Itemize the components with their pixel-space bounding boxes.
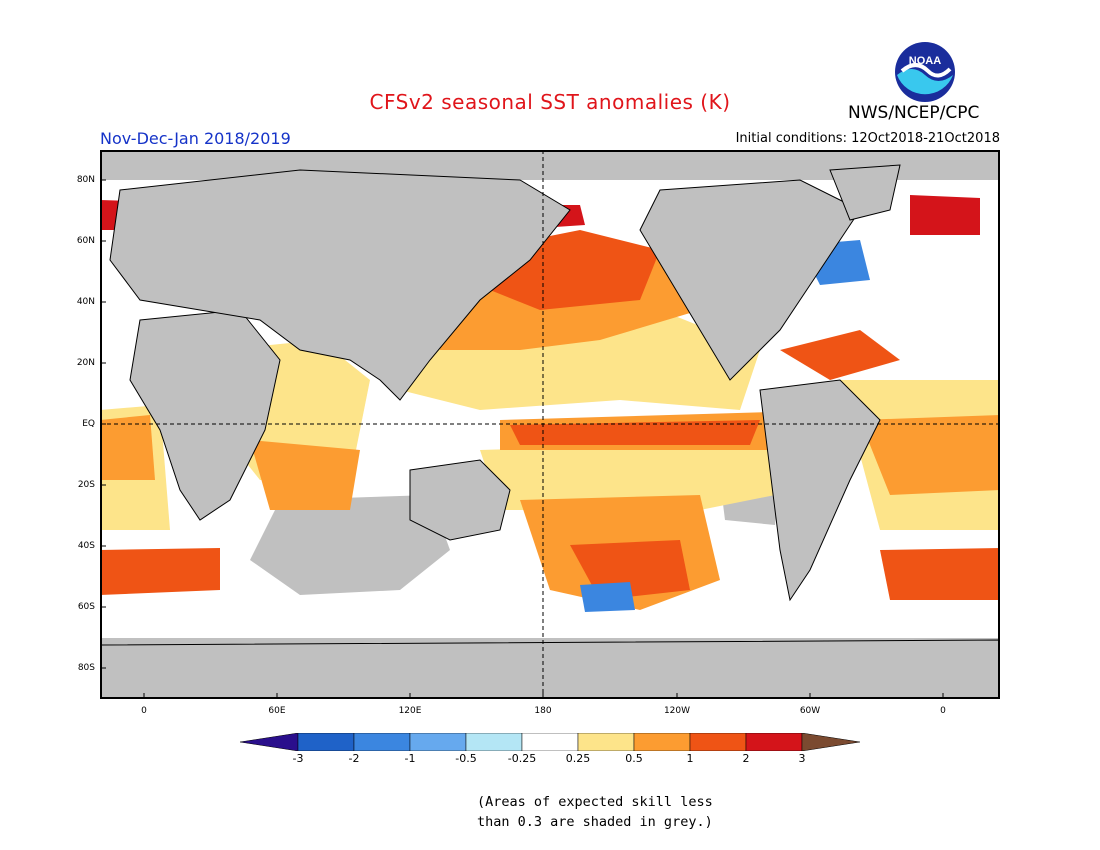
colorbar-label: 1 — [686, 752, 694, 765]
colorbar-label: -2 — [348, 752, 360, 765]
colorbar-bin — [465, 733, 523, 751]
colorbar-max-arrow — [801, 733, 860, 751]
sst-anomaly-map — [99, 150, 1001, 700]
africa-landmass — [129, 309, 281, 521]
south-america-landmass — [759, 379, 881, 602]
map-title: CFSv2 seasonal SST anomalies (K) — [369, 90, 731, 114]
colorbar-bin — [297, 733, 355, 751]
colorbar-label: -3 — [292, 752, 304, 765]
lon-label-60e: 60E — [268, 706, 286, 716]
north-america-landmass — [639, 179, 861, 381]
colorbar-bin — [577, 733, 635, 751]
greenland-landmass — [829, 164, 901, 221]
anomaly-1-2 — [100, 230, 1000, 600]
lon-ticks — [143, 693, 944, 699]
lon-label-120e: 120E — [398, 706, 422, 716]
lat-label-20s: 20S — [77, 480, 95, 490]
colorbar-label: -0.25 — [507, 752, 537, 765]
colorbar-label: 0.5 — [625, 752, 643, 765]
noaa-logo: NOAA — [895, 42, 955, 102]
lat-label-40n: 40N — [76, 297, 95, 307]
map-canvas — [99, 150, 1001, 700]
lon-label-0-east: 0 — [940, 706, 946, 716]
svg-text:NOAA: NOAA — [909, 55, 941, 67]
colorbar-label: -1 — [404, 752, 416, 765]
colorbar-label: -0.5 — [455, 752, 477, 765]
agency-name: NWS/NCEP/CPC — [848, 103, 980, 123]
australia-landmass — [409, 459, 511, 541]
colorbar-bin — [353, 733, 411, 751]
lat-label-40s: 40S — [77, 541, 95, 551]
lon-label-180: 180 — [534, 706, 552, 716]
lon-label-0-west: 0 — [141, 706, 147, 716]
colorbar-label: 0.25 — [565, 752, 591, 765]
colorbar-bin — [745, 733, 803, 751]
antarctica-landmass — [99, 639, 1001, 700]
colorbar-label: 2 — [742, 752, 750, 765]
lat-label-eq: EQ — [82, 419, 95, 429]
lat-label-80n: 80N — [76, 175, 95, 185]
colorbar-bin — [409, 733, 467, 751]
lat-label-80s: 80S — [77, 663, 95, 673]
lon-label-120w: 120W — [663, 706, 691, 716]
lat-ticks — [100, 179, 106, 669]
initial-conditions: Initial conditions: 12Oct2018-21Oct2018 — [735, 131, 1000, 146]
colorbar-min-arrow — [240, 733, 299, 751]
lon-label-60w: 60W — [799, 706, 821, 716]
lat-label-60s: 60S — [77, 602, 95, 612]
colorbar-bin — [633, 733, 691, 751]
colorbar-bin — [521, 733, 579, 751]
land-masses — [99, 164, 1001, 700]
footnote-line-2: than 0.3 are shaded in grey.) — [477, 814, 713, 830]
forecast-period: Nov-Dec-Jan 2018/2019 — [100, 129, 291, 148]
anomaly-colorbar — [240, 733, 860, 751]
lat-label-60n: 60N — [76, 236, 95, 246]
skill-footnote: (Areas of expected skill less than 0.3 a… — [477, 792, 713, 832]
footnote-line-1: (Areas of expected skill less — [477, 794, 713, 810]
eurasia-landmass — [109, 169, 571, 401]
colorbar-label: 3 — [798, 752, 806, 765]
lat-label-20n: 20N — [76, 358, 95, 368]
colorbar-bin — [689, 733, 747, 751]
